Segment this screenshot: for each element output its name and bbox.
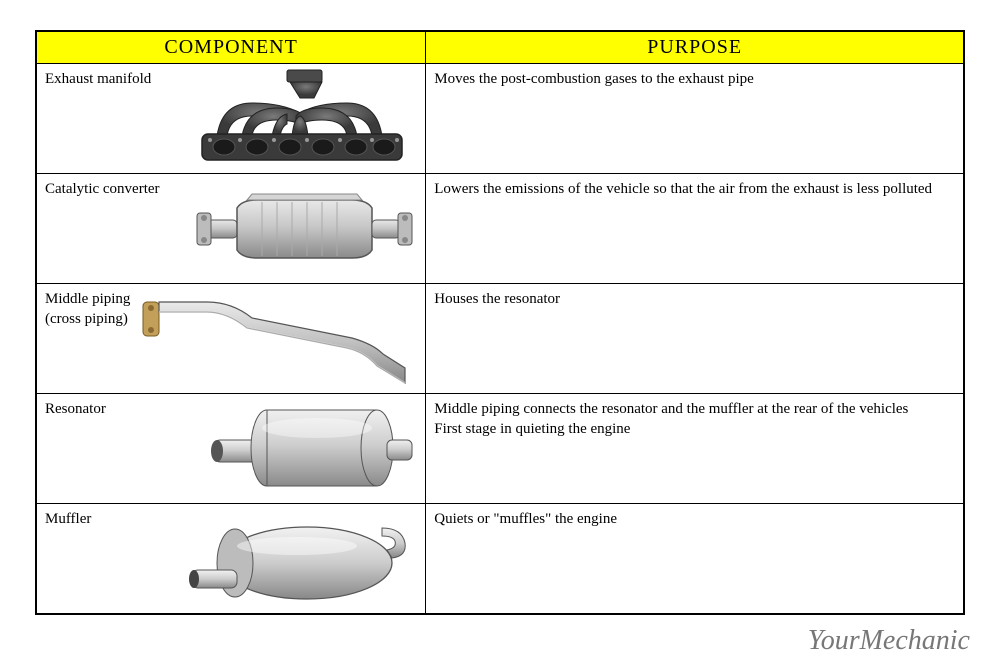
component-cell: Exhaust manifold xyxy=(36,64,426,174)
exhaust-manifold-icon xyxy=(182,68,417,168)
header-component: COMPONENT xyxy=(36,31,426,64)
component-cell: Middle piping (cross piping) xyxy=(36,284,426,394)
component-cell: Catalytic converter xyxy=(36,174,426,284)
purpose-cell: Middle piping connects the resonator and… xyxy=(426,394,964,504)
table-row: Exhaust manifold xyxy=(36,64,964,174)
resonator-icon xyxy=(207,398,417,503)
component-label: Middle piping (cross piping) xyxy=(45,290,130,329)
table-row: Middle piping (cross piping) xyxy=(36,284,964,394)
header-purpose: PURPOSE xyxy=(426,31,964,64)
table: COMPONENT PURPOSE Exhaust manifold xyxy=(35,30,965,615)
muffler-icon xyxy=(187,508,417,613)
middle-piping-icon xyxy=(137,288,417,388)
component-cell: Resonator xyxy=(36,394,426,504)
purpose-cell: Quiets or "muffles" the engine xyxy=(426,504,964,614)
component-cell: Muffler xyxy=(36,504,426,614)
component-label: Muffler xyxy=(45,510,91,530)
component-label: Exhaust manifold xyxy=(45,70,151,90)
table-row: Muffler xyxy=(36,504,964,614)
table-row: Resonator xyxy=(36,394,964,504)
watermark-logo: YourMechanic xyxy=(808,625,970,657)
component-label: Catalytic converter xyxy=(45,180,160,200)
component-label: Resonator xyxy=(45,400,106,420)
table-row: Catalytic converter xyxy=(36,174,964,284)
purpose-cell: Lowers the emissions of the vehicle so t… xyxy=(426,174,964,284)
catalytic-converter-icon xyxy=(192,178,417,278)
purpose-cell: Moves the post-combustion gases to the e… xyxy=(426,64,964,174)
purpose-cell: Houses the resonator xyxy=(426,284,964,394)
exhaust-components-table: COMPONENT PURPOSE Exhaust manifold xyxy=(35,30,965,615)
